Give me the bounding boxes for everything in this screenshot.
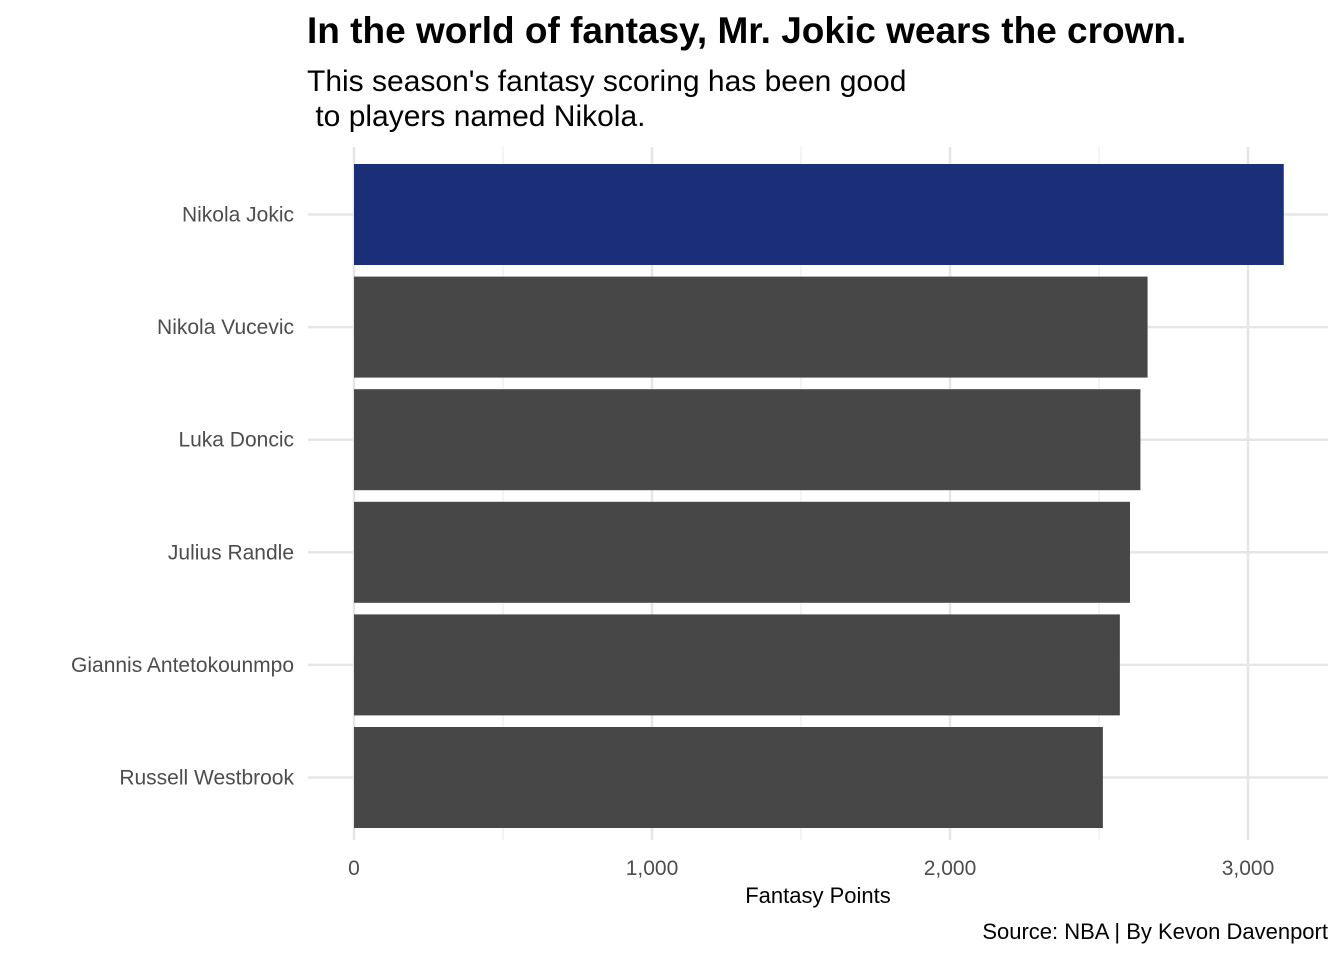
bar <box>354 501 1130 603</box>
x-tick-label: 1,000 <box>626 857 679 880</box>
x-axis-labels: 0 1,000 2,000 3,000 <box>348 857 1274 880</box>
y-tick-label: Giannis Antetokounmpo <box>71 654 294 677</box>
bar <box>354 614 1120 716</box>
x-tick-label: 2,000 <box>924 857 977 880</box>
y-tick-label: Nikola Jokic <box>182 204 294 227</box>
x-axis-title: Fantasy Points <box>745 883 891 908</box>
bar <box>354 164 1284 265</box>
x-tick-label: 0 <box>348 857 360 880</box>
bar <box>354 727 1103 828</box>
chart-title: In the world of fantasy, Mr. Jokic wears… <box>307 10 1187 51</box>
bar <box>354 276 1148 378</box>
y-tick-label: Luka Doncic <box>178 429 294 452</box>
source-caption: Source: NBA | By Kevon Davenport <box>982 919 1328 944</box>
x-tick-label: 3,000 <box>1222 857 1275 880</box>
y-tick-label: Nikola Vucevic <box>157 316 294 339</box>
bar <box>354 389 1141 491</box>
bars <box>354 164 1284 828</box>
y-axis-labels: Nikola Jokic Nikola Vucevic Luka Doncic Jul… <box>71 204 294 790</box>
y-tick-label: Russell Westbrook <box>119 767 294 790</box>
chart-subtitle: This season's fantasy scoring has been g… <box>307 65 907 133</box>
y-tick-label: Julius Randle <box>168 541 294 564</box>
